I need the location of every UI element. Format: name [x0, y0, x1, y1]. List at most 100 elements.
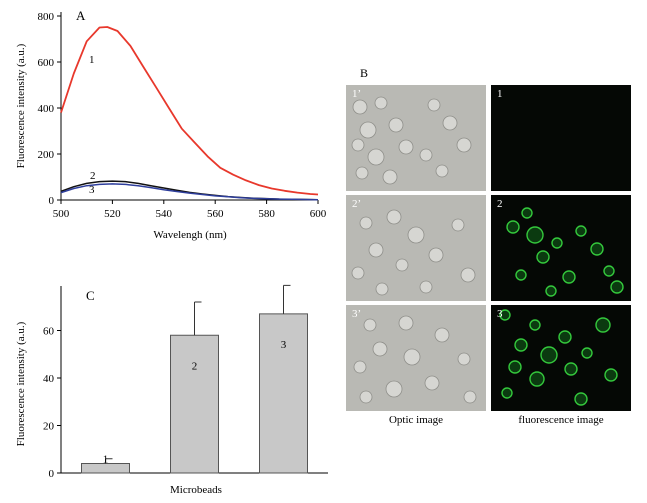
fluorescent-bead — [581, 347, 593, 359]
microbead — [442, 115, 458, 131]
microbead — [382, 169, 398, 185]
optic-image-3: 3’ — [346, 305, 486, 411]
bar-ytick-label: 60 — [43, 326, 55, 338]
fluorescence-image-1: 1 — [491, 85, 631, 191]
optic-caption: Optic image — [388, 414, 444, 426]
microbead — [372, 341, 388, 357]
microscopy-picture — [346, 195, 486, 301]
fluorescent-bead — [526, 226, 544, 244]
microbead — [451, 218, 465, 232]
fluorescence-background — [491, 85, 631, 191]
fluorescent-bead — [603, 265, 615, 277]
fluorescent-bead — [540, 346, 558, 364]
microbead — [352, 99, 368, 115]
microbead — [435, 164, 449, 178]
bar-3 — [259, 313, 308, 474]
microbead — [428, 247, 444, 263]
bar-2 — [170, 334, 219, 474]
fluorescence-caption: fluorescence image — [518, 414, 604, 426]
optic-label-3: 3’ — [352, 308, 362, 320]
fluorescent-bead — [545, 285, 557, 297]
microbead — [351, 138, 365, 152]
optic-label-2: 2’ — [352, 198, 362, 210]
fluorescent-bead — [515, 269, 527, 281]
fluorescent-bead — [564, 362, 578, 376]
spectrum-ytick-label: 0 — [49, 195, 55, 207]
spectrum-series-3 — [60, 183, 319, 201]
spectrum-ytick-label: 200 — [38, 149, 55, 161]
microscopy-picture — [346, 305, 486, 411]
fluorescent-bead — [499, 309, 511, 321]
microbead — [386, 209, 402, 225]
bar-label: 3 — [281, 339, 287, 351]
bar-ylabel: Fluorescence intensity (a.u.) — [15, 321, 27, 446]
optic-image-1: 1’ — [346, 85, 486, 191]
spectrum-xtick-label: 560 — [207, 208, 224, 220]
microbead — [375, 282, 389, 296]
microbead — [434, 327, 450, 343]
optic-background — [346, 195, 486, 301]
optic-label-1: 1’ — [352, 88, 362, 100]
bar-ytick-label: 20 — [43, 421, 55, 433]
fluorescence-image-3: 3 — [491, 305, 631, 411]
fluorescent-bead — [575, 225, 587, 237]
microscopy-picture — [346, 85, 486, 191]
fluorescence-image-2: 2 — [491, 195, 631, 301]
microbead — [427, 98, 441, 112]
fluorescence-background — [491, 195, 631, 301]
fluorescent-bead — [562, 270, 576, 284]
fluorescent-bead — [551, 237, 563, 249]
bar-label: 1 — [103, 454, 109, 466]
fluorescent-bead — [508, 360, 522, 374]
microbead — [388, 117, 404, 133]
spectrum-ylabel: Fluorescence intensity (a.u.) — [15, 43, 27, 168]
fluorescent-bead — [506, 220, 520, 234]
spectrum-xtick-label: 540 — [156, 208, 173, 220]
microscopy-picture — [491, 85, 631, 191]
microbead — [395, 258, 409, 272]
microbead — [368, 242, 384, 258]
bar-label: 2 — [192, 360, 198, 372]
microbead — [403, 348, 421, 366]
optic-image-2: 2’ — [346, 195, 486, 301]
curve-label-2: 2 — [90, 170, 96, 182]
fluorescent-bead — [529, 319, 541, 331]
curve-label-1: 1 — [89, 54, 95, 66]
spectrum-xtick-label: 580 — [258, 208, 275, 220]
spectrum-xtick-label: 600 — [310, 208, 327, 220]
bar-ytick-label: 40 — [43, 373, 55, 385]
microbead — [353, 360, 367, 374]
microscopy-picture — [491, 305, 631, 411]
fluorescent-bead — [610, 280, 624, 294]
microbead — [385, 380, 403, 398]
panel-label-c: C — [86, 288, 95, 303]
fluorescence-label-1: 1 — [497, 88, 503, 100]
fluorescent-bead — [501, 387, 513, 399]
panel-label-a: A — [76, 8, 86, 23]
microscopy-panel: B 1’ 1 2’ 2 3’ 3 Optic image fluorescenc… — [340, 60, 647, 503]
spectrum-xtick-label: 520 — [104, 208, 121, 220]
bar-ytick-label: 0 — [49, 468, 55, 480]
microbead — [457, 352, 471, 366]
fluorescent-bead — [529, 371, 545, 387]
fluorescence-label-2: 2 — [497, 198, 503, 210]
microbead — [398, 139, 414, 155]
fluorescent-bead — [521, 207, 533, 219]
fluorescent-bead — [604, 368, 618, 382]
fluorescent-bead — [595, 317, 611, 333]
microbead — [374, 96, 388, 110]
microbead — [359, 216, 373, 230]
spectrum-series-1 — [60, 26, 319, 196]
spectrum-chart: A 0 200 400 600 800 500 520 540 560 580 600 Wavel… — [15, 8, 327, 241]
bar-chart: C 0 20 40 60 1 2 3 Microbeads Fluorescence in… — [15, 284, 328, 496]
fluorescent-bead — [536, 250, 550, 264]
microbead — [460, 267, 476, 283]
microbead — [359, 121, 377, 139]
microbead — [424, 375, 440, 391]
fluorescent-bead — [558, 330, 572, 344]
fluorescent-bead — [514, 338, 528, 352]
fluorescence-label-3: 3 — [497, 308, 503, 320]
microbead — [419, 280, 433, 294]
microbead — [407, 226, 425, 244]
microscopy-picture — [491, 195, 631, 301]
